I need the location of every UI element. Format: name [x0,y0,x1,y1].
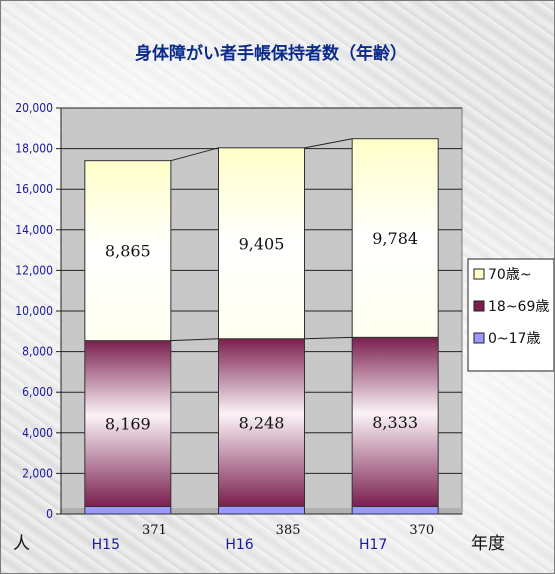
x-axis-label: 年度 [471,534,505,554]
bar-segment-0 [218,505,305,515]
series-connector-line [170,147,219,162]
chart-title: 身体障がい者手帳保持者数（年齢） [135,43,407,64]
data-label: 385 [276,523,301,538]
bar-segment-1 [351,336,439,507]
bar-segment-2 [218,147,305,340]
legend-label: 70歳~ [488,267,532,283]
x-category-label: H17 [359,537,387,553]
y-tick-label: 10,000 [15,304,53,318]
legend-swatch [473,332,485,344]
legend-label: 0~17歳 [488,331,540,347]
x-category-label: H16 [225,537,253,553]
y-tick-label: 4,000 [22,426,53,440]
bar-segment-2 [351,138,439,338]
data-label: 8,248 [239,413,285,432]
bar-segment-1 [84,340,172,507]
y-axis-unit-label: 人 [13,534,30,554]
bar-segment-0 [84,505,172,515]
legend-swatch [473,300,485,312]
bar-segment-1 [218,338,305,507]
y-tick-label: 16,000 [15,182,53,196]
y-tick-label: 12,000 [15,263,53,277]
plot-area: 0 2,000 4,000 6,000 8,000 10,000 12,000 14,000 1… [15,101,463,553]
y-tick-label: 8,000 [22,345,53,359]
x-category-label: H15 [92,537,120,553]
legend: 70歳~ 18~69歳 0~17歳 [467,258,554,372]
series-connector-line [304,138,353,149]
data-label: 8,169 [105,415,151,434]
legend-swatch [473,268,485,280]
series-connector-line [170,338,219,342]
y-tick-label: 6,000 [22,385,53,399]
bar-segment-2 [84,160,172,342]
data-label: 8,333 [372,413,418,432]
data-label: 9,405 [239,234,285,253]
y-tick-label: 18,000 [15,142,53,156]
legend-label: 18~69歳 [488,299,549,315]
bar-segment-0 [351,505,439,515]
y-tick-label: 2,000 [22,466,53,480]
series-connector-line [304,336,353,340]
data-label: 8,865 [105,242,151,261]
data-label: 371 [142,523,167,538]
data-label: 370 [409,523,434,538]
y-tick-label: 14,000 [15,223,53,237]
data-label: 9,784 [372,229,418,248]
y-tick-label: 20,000 [15,101,53,115]
y-tick-label: 0 [46,507,53,521]
